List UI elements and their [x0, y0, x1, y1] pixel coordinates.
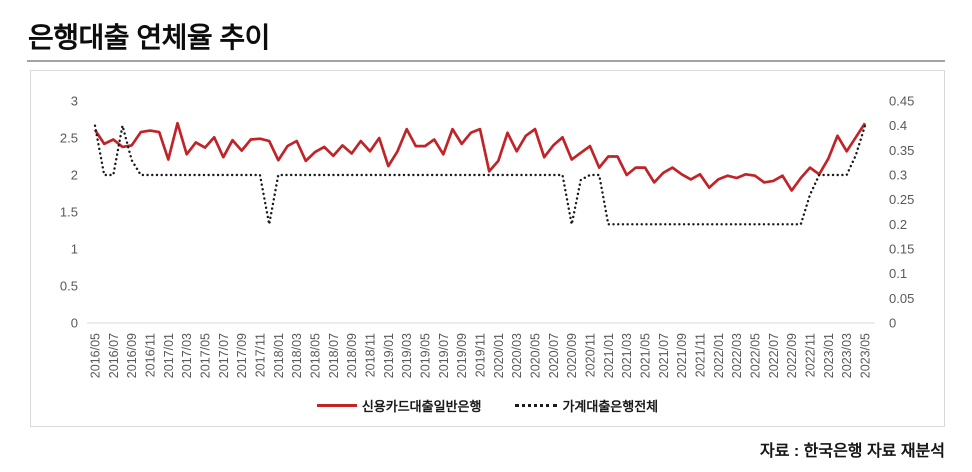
x-axis-tick-label: 2019/09 — [455, 333, 469, 378]
y-axis-right-tick-label: 0.3 — [889, 168, 907, 183]
y-axis-left-tick-label: 1 — [71, 242, 78, 257]
x-axis-tick-label: 2022/01 — [712, 333, 726, 378]
legend-label-card-loans: 신용카드대출일반은행 — [361, 399, 482, 414]
y-axis-left-tick-label: 0.5 — [60, 279, 78, 294]
x-axis-tick-label: 2020/07 — [547, 333, 561, 378]
x-axis-tick-label: 2017/07 — [217, 333, 231, 378]
y-axis-right-tick-label: 0.45 — [889, 94, 914, 109]
x-axis-tick-label: 2023/05 — [859, 333, 873, 378]
x-axis-tick-label: 2017/01 — [162, 333, 176, 378]
x-axis-tick-label: 2016/11 — [144, 333, 158, 377]
series-line-household-loans — [93, 124, 867, 226]
legend-solid-line-swatch — [316, 404, 357, 407]
y-axis-right-tick-label: 0.2 — [889, 217, 907, 232]
legend: 신용카드대출일반은행 가계대출은행전체 — [31, 396, 944, 415]
x-axis-tick-label: 2022/07 — [767, 333, 781, 378]
series-line-card-loans — [93, 121, 867, 192]
x-axis-tick-label: 2018/03 — [290, 333, 304, 378]
x-axis-tick-label: 2020/11 — [584, 333, 598, 377]
x-axis-tick-label: 2019/07 — [437, 333, 451, 378]
y-axis-right-tick-label: 0.15 — [889, 242, 914, 257]
page-title: 은행대출 연체율 추이 — [28, 22, 270, 53]
x-axis-tick-label: 2021/09 — [675, 333, 689, 378]
chart-container: 3 2.5 2 1.5 1 0.5 0 0.45 0.4 0.35 0.3 0.25 0.2 0.15 0.… — [30, 70, 945, 427]
x-axis-tick-label: 2018/11 — [364, 333, 378, 377]
y-axis-right-tick-label: 0.35 — [889, 143, 914, 158]
x-axis-tick-label: 2020/05 — [529, 333, 543, 378]
y-axis-left-tick-label: 0 — [71, 316, 78, 331]
x-axis-tick-label: 2018/05 — [309, 333, 323, 378]
y-axis-left-tick-label: 3 — [71, 94, 78, 109]
x-axis-tick-label: 2018/01 — [272, 333, 286, 378]
x-axis-tick-label: 2017/11 — [254, 333, 268, 377]
y-axis-left-tick-label: 1.5 — [60, 205, 78, 220]
x-axis-tick-label: 2022/09 — [785, 333, 799, 378]
x-axis-tick-label: 2019/03 — [400, 333, 414, 378]
x-axis-tick-label: 2023/01 — [822, 333, 836, 378]
y-axis-right-tick-label: 0.25 — [889, 192, 914, 207]
x-axis-tick-label: 2022/05 — [749, 333, 763, 378]
x-axis-tick-label: 2019/01 — [382, 333, 396, 378]
x-axis-tick-label: 2021/01 — [602, 333, 616, 378]
legend-label-household-loans: 가계대출은행전체 — [562, 399, 659, 414]
x-axis-tick-label: 2021/05 — [639, 333, 653, 378]
x-axis-tick-label: 2016/07 — [107, 333, 121, 378]
y-axis-right-tick-label: 0.1 — [889, 266, 907, 281]
plot-svg: 3 2.5 2 1.5 1 0.5 0 0.45 0.4 0.35 0.3 0.25 0.2 0.15 0.… — [60, 94, 914, 379]
x-axis-tick-label: 2016/05 — [89, 333, 103, 378]
y-axis-right-tick-label: 0 — [889, 316, 896, 331]
x-axis-tick-label: 2022/03 — [730, 333, 744, 378]
y-axis-left-tick-label: 2.5 — [60, 131, 78, 146]
x-axis-tick-label: 2021/11 — [694, 333, 708, 377]
x-axis-tick-label: 2020/09 — [565, 333, 579, 378]
x-axis-tick-label: 2017/09 — [235, 333, 249, 378]
x-axis-tick-label: 2018/07 — [327, 333, 341, 378]
x-axis-tick-label: 2017/03 — [180, 333, 194, 378]
y-axis-right-tick-label: 0.05 — [889, 291, 914, 306]
x-axis-tick-label: 2019/05 — [419, 333, 433, 378]
x-axis-tick-label: 2022/11 — [804, 333, 818, 377]
x-axis-tick-label: 2020/01 — [492, 333, 506, 378]
source-note: 자료 : 한국은행 자료 재분석 — [759, 443, 945, 460]
x-axis-tick-label: 2020/03 — [510, 333, 524, 378]
x-axis-tick-label: 2017/05 — [199, 333, 213, 378]
legend-dotted-line-swatch — [515, 404, 558, 407]
x-axis-tick-label: 2018/09 — [345, 333, 359, 378]
x-axis-tick-label: 2016/09 — [125, 333, 139, 378]
x-axis-tick-label: 2021/07 — [657, 333, 671, 378]
y-axis-right-tick-label: 0.4 — [889, 118, 907, 133]
title-divider — [27, 60, 945, 62]
y-axis-left-tick-label: 2 — [71, 168, 78, 183]
x-axis-tick-label: 2019/11 — [474, 333, 488, 377]
x-axis-tick-label: 2021/03 — [620, 333, 634, 378]
x-axis-tick-label: 2023/03 — [840, 333, 854, 378]
